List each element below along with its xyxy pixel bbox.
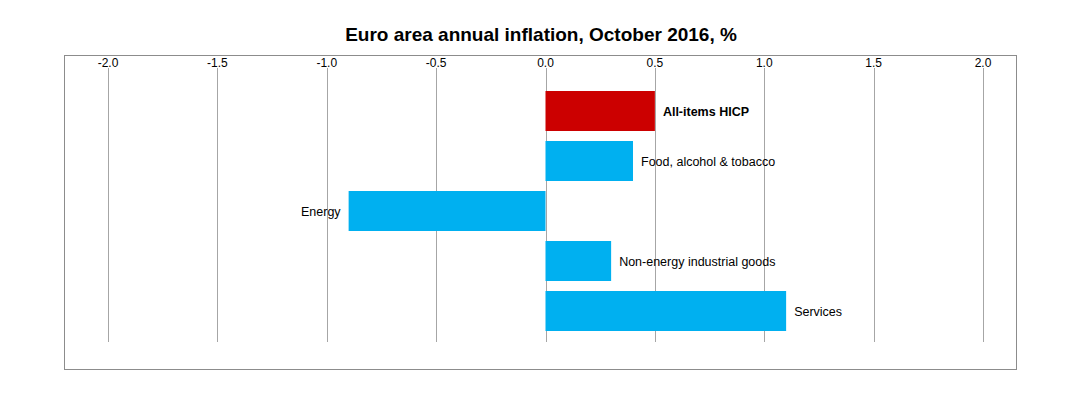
tick-label: 0.5 [647,56,664,70]
grid-line [874,68,875,342]
tick-label: 2.0 [975,56,992,70]
category-label: Food, alcohol & tobacco [641,155,775,169]
bars [349,91,787,331]
bar [546,291,787,331]
tick-label: -2.0 [98,56,119,70]
category-label: Non-energy industrial goods [619,255,775,269]
category-labels: All-items HICP Food, alcohol & tobacco Ene… [301,105,842,319]
bar [546,141,634,181]
title: Euro area annual inflation, October 2016… [345,24,737,45]
category-label: Services [794,305,842,319]
bar [349,191,546,231]
tick-label: 0.0 [537,56,554,70]
tick-label: -1.0 [316,56,337,70]
chart-svg: Euro area annual inflation, October 2016… [0,0,1082,415]
grid-line [108,68,109,342]
tick-label: 1.5 [865,56,882,70]
plot-frame [65,56,1017,370]
tick-label: 1.0 [756,56,773,70]
bar [546,241,612,281]
tick-label: -1.5 [207,56,228,70]
grid-line [983,68,984,342]
grid-line [217,68,218,342]
category-label: All-items HICP [663,105,749,119]
category-label: Energy [301,205,341,219]
tick-label: -0.5 [426,56,447,70]
bar [546,91,655,131]
chart-container: Euro area annual inflation, October 2016… [0,0,1082,415]
